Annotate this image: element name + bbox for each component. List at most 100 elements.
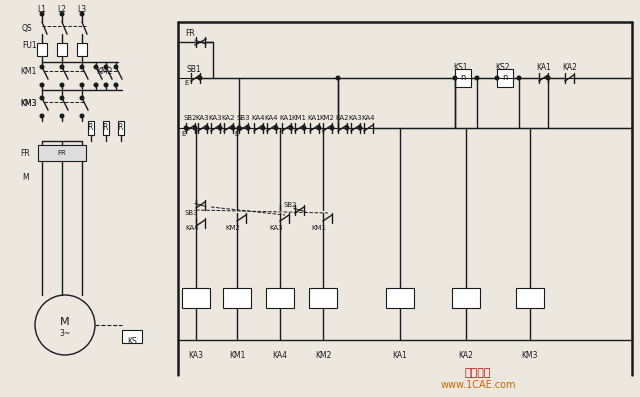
Circle shape	[453, 76, 457, 80]
Text: R: R	[87, 123, 93, 133]
Bar	[88, 121, 94, 135]
Text: KA3: KA3	[189, 351, 204, 360]
Circle shape	[114, 83, 118, 87]
Text: FR: FR	[185, 29, 195, 37]
Text: KA3: KA3	[208, 115, 222, 121]
Circle shape	[218, 126, 222, 130]
Circle shape	[358, 126, 362, 130]
Text: KA2: KA2	[221, 115, 235, 121]
Text: KA1: KA1	[307, 115, 321, 121]
Text: KM1: KM1	[20, 67, 36, 77]
Text: KM1: KM1	[291, 115, 307, 121]
Text: KA3: KA3	[195, 115, 209, 121]
Circle shape	[193, 126, 197, 130]
Text: SB3: SB3	[236, 115, 250, 121]
Text: L1: L1	[38, 4, 47, 13]
Bar	[37, 43, 47, 56]
Text: KA4: KA4	[273, 351, 287, 360]
Circle shape	[261, 126, 265, 130]
Text: KM2: KM2	[315, 351, 331, 360]
Circle shape	[475, 76, 479, 80]
Bar	[266, 288, 294, 308]
Circle shape	[40, 83, 44, 87]
Text: KM3: KM3	[20, 98, 36, 108]
Text: KM3: KM3	[20, 98, 36, 108]
Circle shape	[289, 126, 293, 130]
Text: E: E	[185, 80, 189, 86]
Circle shape	[114, 65, 118, 69]
Bar	[309, 288, 337, 308]
Circle shape	[104, 83, 108, 87]
Text: FR: FR	[58, 150, 67, 156]
Text: E: E	[182, 131, 186, 137]
Bar	[386, 288, 414, 308]
Text: KA1: KA1	[279, 115, 293, 121]
Text: L3: L3	[77, 4, 86, 13]
Circle shape	[104, 65, 108, 69]
Bar	[455, 69, 471, 87]
Circle shape	[40, 96, 44, 100]
Circle shape	[336, 76, 340, 80]
Text: L2: L2	[58, 4, 67, 13]
Circle shape	[60, 12, 64, 16]
Circle shape	[80, 114, 84, 118]
Circle shape	[495, 76, 499, 80]
Text: KM1: KM1	[312, 225, 326, 231]
Text: KA4: KA4	[264, 115, 278, 121]
Text: M: M	[60, 317, 70, 327]
Text: KS2: KS2	[496, 64, 510, 73]
Text: KA3: KA3	[269, 225, 283, 231]
Text: R: R	[117, 123, 123, 133]
Bar	[77, 43, 87, 56]
Circle shape	[94, 83, 98, 87]
Text: KS1: KS1	[454, 64, 468, 73]
Text: KM2: KM2	[319, 115, 335, 121]
Text: KM3: KM3	[522, 351, 538, 360]
Circle shape	[40, 114, 44, 118]
Text: KS: KS	[127, 337, 137, 347]
Text: QS: QS	[22, 23, 33, 33]
Circle shape	[40, 12, 44, 16]
Text: M: M	[22, 173, 29, 183]
Circle shape	[345, 126, 349, 130]
Circle shape	[231, 126, 235, 130]
Circle shape	[80, 96, 84, 100]
Bar	[452, 288, 480, 308]
Text: KA3: KA3	[348, 115, 362, 121]
Text: n: n	[460, 73, 466, 83]
Text: KM1: KM1	[229, 351, 245, 360]
Circle shape	[246, 126, 250, 130]
Circle shape	[517, 76, 521, 80]
Circle shape	[60, 65, 64, 69]
Text: KA4: KA4	[252, 115, 265, 121]
Circle shape	[60, 83, 64, 87]
Circle shape	[302, 126, 306, 130]
Circle shape	[80, 65, 84, 69]
Bar	[118, 121, 124, 135]
Bar	[497, 69, 513, 87]
Circle shape	[40, 65, 44, 69]
Circle shape	[330, 126, 334, 130]
Text: www.1CAE.com: www.1CAE.com	[440, 380, 516, 390]
Circle shape	[317, 126, 321, 130]
Circle shape	[546, 76, 550, 80]
Bar	[182, 288, 210, 308]
Circle shape	[184, 126, 188, 130]
Text: KM2: KM2	[96, 67, 113, 77]
Text: SB2: SB2	[284, 202, 297, 208]
Text: KA1: KA1	[392, 351, 408, 360]
Text: FU1: FU1	[22, 42, 36, 50]
Text: KA2: KA2	[459, 351, 474, 360]
Circle shape	[237, 126, 241, 130]
Bar	[57, 43, 67, 56]
Text: KA4: KA4	[361, 115, 375, 121]
Circle shape	[274, 126, 278, 130]
Text: 3~: 3~	[60, 328, 70, 337]
Text: KA2: KA2	[335, 115, 349, 121]
Bar	[103, 121, 109, 135]
Text: 仿真在线: 仿真在线	[465, 368, 492, 378]
Circle shape	[60, 114, 64, 118]
Circle shape	[80, 12, 84, 16]
Circle shape	[94, 65, 98, 69]
Text: KA1: KA1	[536, 64, 552, 73]
